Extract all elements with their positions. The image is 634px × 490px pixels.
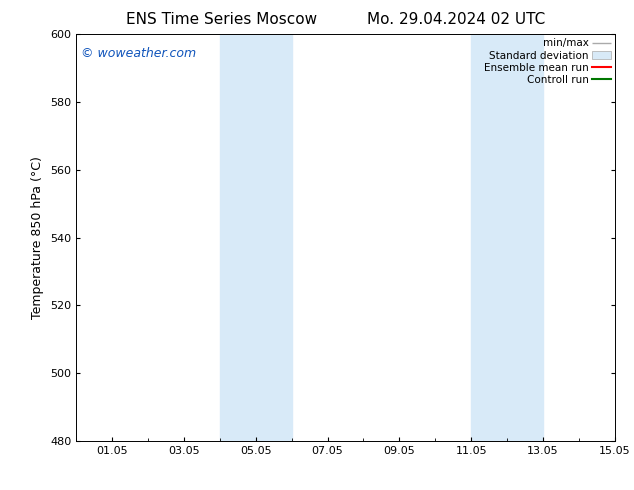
Text: © woweather.com: © woweather.com bbox=[81, 47, 197, 59]
Text: ENS Time Series Moscow: ENS Time Series Moscow bbox=[126, 12, 318, 27]
Bar bbox=[471, 34, 543, 441]
Y-axis label: Temperature 850 hPa (°C): Temperature 850 hPa (°C) bbox=[32, 156, 44, 319]
Text: Mo. 29.04.2024 02 UTC: Mo. 29.04.2024 02 UTC bbox=[367, 12, 546, 27]
Bar bbox=[220, 34, 292, 441]
Legend: min/max, Standard deviation, Ensemble mean run, Controll run: min/max, Standard deviation, Ensemble me… bbox=[482, 36, 613, 87]
